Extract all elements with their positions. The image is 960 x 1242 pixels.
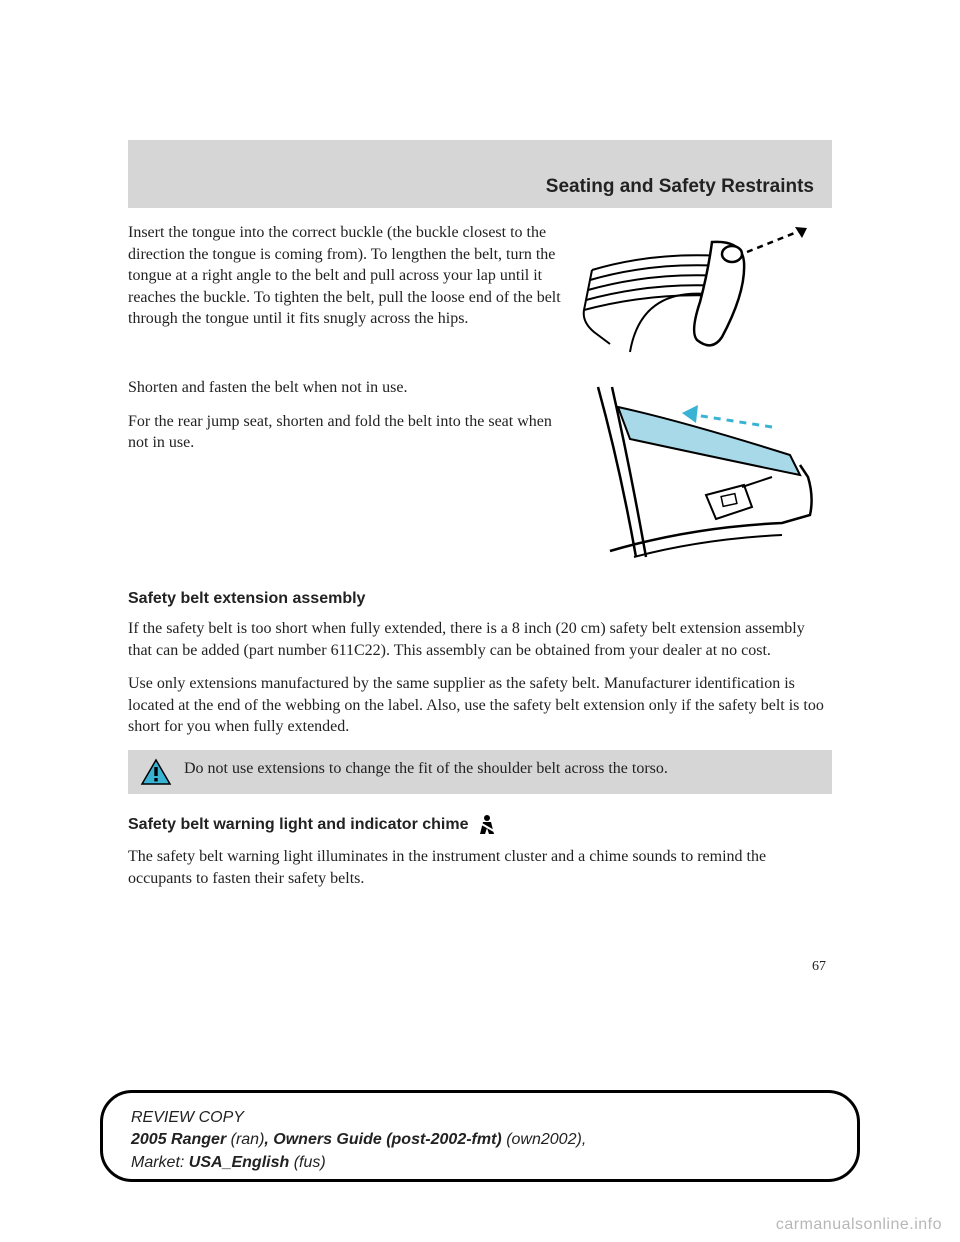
footer-review-copy: REVIEW COPY bbox=[131, 1109, 244, 1126]
warning-callout: Do not use extensions to change the fit … bbox=[128, 750, 832, 794]
page-content: Seating and Safety Restraints Insert the… bbox=[128, 140, 832, 975]
footer-code2: (own2002) bbox=[506, 1131, 582, 1148]
belt-seat-figure bbox=[572, 377, 832, 572]
subheading-chime: Safety belt warning light and indicator … bbox=[128, 814, 832, 836]
footer-market-label: Market: bbox=[131, 1154, 189, 1171]
footer-code3: (fus) bbox=[294, 1154, 326, 1171]
paragraph: Use only extensions manufactured by the … bbox=[128, 673, 832, 738]
belt-seat-svg bbox=[572, 377, 832, 567]
footer-market: USA_English bbox=[189, 1154, 294, 1171]
section-shorten-belt: Shorten and fasten the belt when not in … bbox=[128, 377, 832, 572]
footer-comma: , bbox=[582, 1131, 586, 1148]
warning-text: Do not use extensions to change the fit … bbox=[184, 758, 668, 780]
footer-model: 2005 Ranger bbox=[131, 1131, 231, 1148]
footer-guide: , Owners Guide (post-2002-fmt) bbox=[264, 1131, 506, 1148]
paragraph: Shorten and fasten the belt when not in … bbox=[128, 377, 558, 399]
seatbelt-indicator-icon bbox=[477, 814, 497, 836]
footer-code1: (ran) bbox=[231, 1131, 265, 1148]
subheading-chime-text: Safety belt warning light and indicator … bbox=[128, 816, 469, 834]
belt-tongue-svg bbox=[582, 222, 832, 362]
watermark: carmanualsonline.info bbox=[776, 1216, 942, 1234]
footer-box: REVIEW COPY 2005 Ranger (ran), Owners Gu… bbox=[100, 1090, 860, 1182]
paragraph: For the rear jump seat, shorten and fold… bbox=[128, 411, 558, 454]
chapter-header: Seating and Safety Restraints bbox=[128, 140, 832, 208]
subheading-extension: Safety belt extension assembly bbox=[128, 590, 832, 608]
chapter-title: Seating and Safety Restraints bbox=[546, 176, 814, 197]
section-insert-tongue: Insert the tongue into the correct buckl… bbox=[128, 222, 832, 367]
paragraph: Insert the tongue into the correct buckl… bbox=[128, 222, 568, 330]
paragraph: If the safety belt is too short when ful… bbox=[128, 618, 832, 661]
belt-tongue-figure bbox=[582, 222, 832, 367]
page-number: 67 bbox=[128, 959, 832, 975]
warning-icon bbox=[140, 758, 172, 786]
section-text: Shorten and fasten the belt when not in … bbox=[128, 377, 558, 466]
section-text: Insert the tongue into the correct buckl… bbox=[128, 222, 568, 342]
paragraph: The safety belt warning light illuminate… bbox=[128, 846, 832, 889]
